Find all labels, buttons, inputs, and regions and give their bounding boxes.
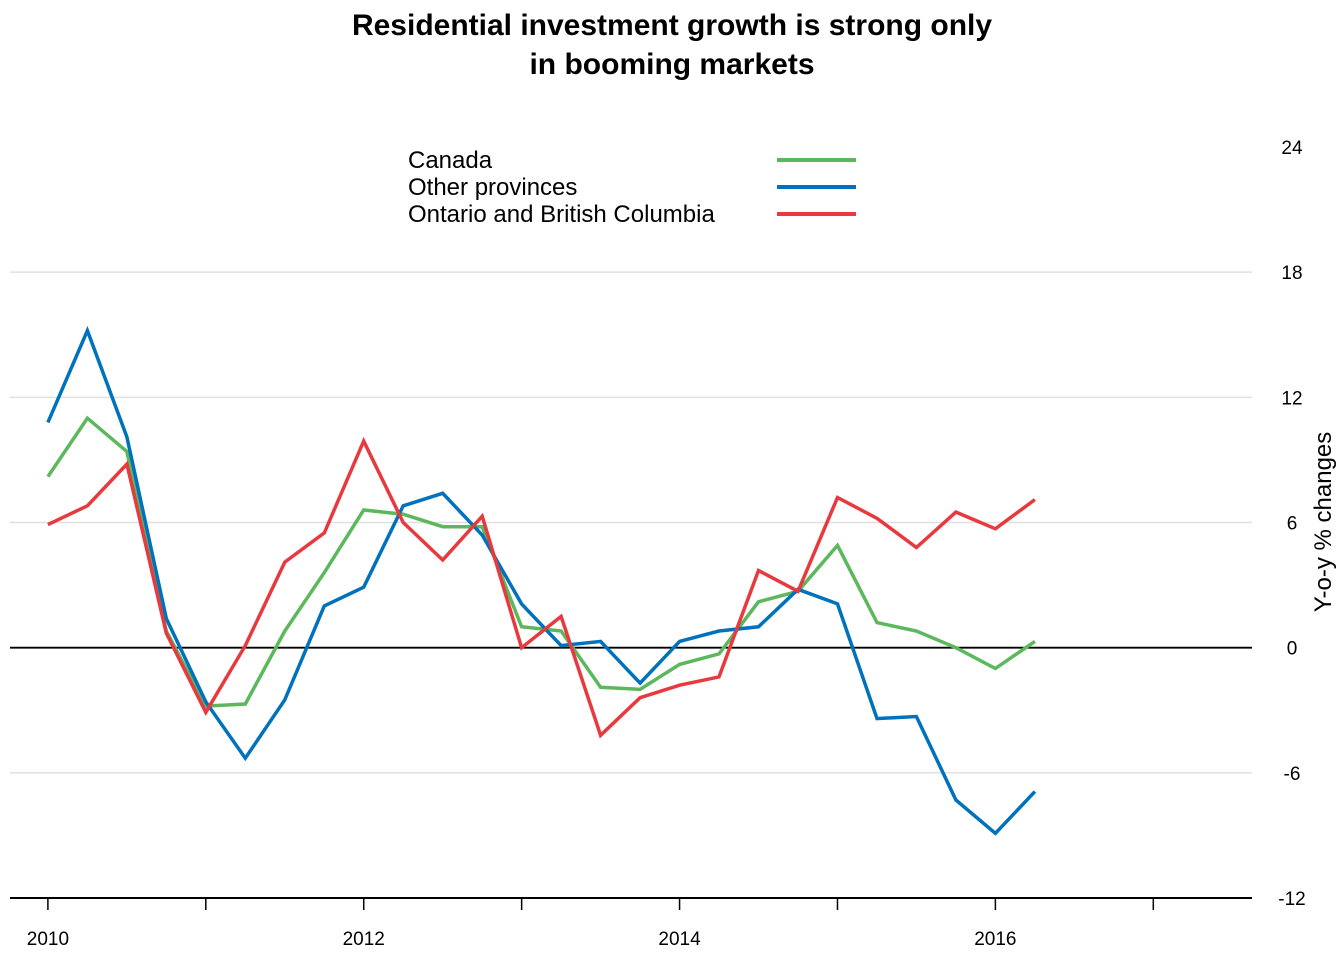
series-line-canada xyxy=(46,415,1036,708)
y-tick-label-12: 12 xyxy=(1281,388,1302,409)
x-tick-label-2016: 2016 xyxy=(974,929,1016,950)
y-tick-label-0: 0 xyxy=(1287,639,1298,660)
x-tick-label-2014: 2014 xyxy=(658,929,701,950)
y-tick-label-24: 24 xyxy=(1281,138,1303,159)
series-line-other-provinces xyxy=(46,325,1037,836)
series-line-ontario-and-british-columbia xyxy=(47,436,1036,739)
chart-title: Residential investment growth is strong … xyxy=(352,9,992,81)
gridlines xyxy=(10,271,1252,774)
chart-title-line-1: Residential investment growth is strong … xyxy=(352,9,992,42)
chart-title-line-2: in booming markets xyxy=(529,48,814,81)
legend-label-1: Canada xyxy=(408,147,493,174)
legend-label-3: Ontario and British Columbia xyxy=(408,201,715,228)
x-tick-label-2010: 2010 xyxy=(27,929,69,950)
y-axis-title: Y-o-y % changes xyxy=(1310,432,1337,613)
y-tick-label-6: 6 xyxy=(1287,514,1298,535)
series-lines xyxy=(46,325,1037,836)
y-tick-label-18: 18 xyxy=(1281,263,1302,284)
x-tick-label-2012: 2012 xyxy=(343,929,385,950)
axes: 2010 2012 2014 2016 -12 -6 0 6 12 18 24 Y-o-y % cha… xyxy=(10,138,1337,950)
legend-label-2: Other provinces xyxy=(408,174,577,201)
y-tick-label--12: -12 xyxy=(1278,889,1305,910)
y-tick-label--6: -6 xyxy=(1284,764,1301,785)
